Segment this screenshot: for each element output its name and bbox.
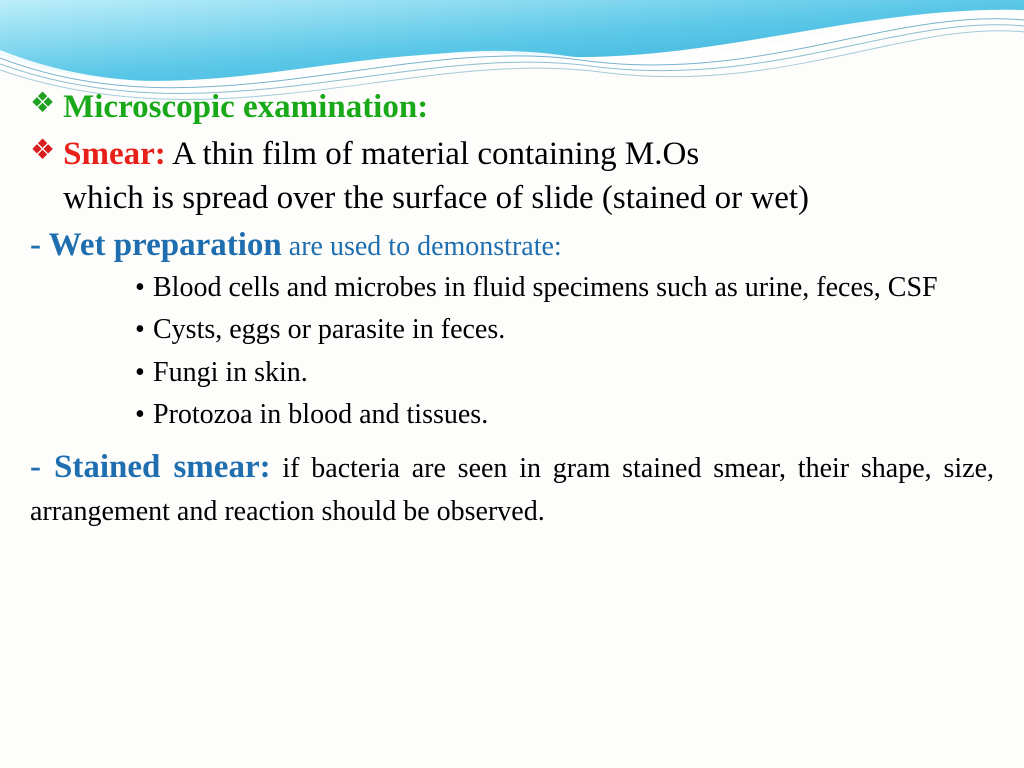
list-item: Cysts, eggs or parasite in feces. xyxy=(135,310,994,351)
diamond-bullet-icon: ❖ xyxy=(30,85,55,121)
wetprep-tail: are used to demonstrate: xyxy=(282,231,562,262)
smear-text-cont: which is spread over the surface of slid… xyxy=(63,176,994,221)
list-item: Fungi in skin. xyxy=(135,353,994,394)
smear-text-inline: A thin film of material containing M.Os xyxy=(166,136,699,172)
wetprep-list: Blood cells and microbes in fluid specim… xyxy=(30,268,994,436)
heading-row: ❖ Microscopic examination: xyxy=(30,85,994,130)
stained-row: - Stained smear: if bacteria are seen in… xyxy=(30,444,994,532)
smear-row: ❖ Smear: A thin film of material contain… xyxy=(30,132,994,221)
wetprep-row: - Wet preparation are used to demonstrat… xyxy=(30,227,994,264)
heading-microscopic: Microscopic examination: xyxy=(63,85,428,130)
wetprep-label: - Wet preparation xyxy=(30,227,282,263)
smear-label: Smear: xyxy=(63,136,166,172)
slide-content: ❖ Microscopic examination: ❖ Smear: A th… xyxy=(0,0,1024,532)
diamond-bullet-icon: ❖ xyxy=(30,132,55,168)
list-item: Protozoa in blood and tissues. xyxy=(135,395,994,436)
list-item: Blood cells and microbes in fluid specim… xyxy=(135,268,994,309)
stained-label: - Stained smear: xyxy=(30,449,271,485)
